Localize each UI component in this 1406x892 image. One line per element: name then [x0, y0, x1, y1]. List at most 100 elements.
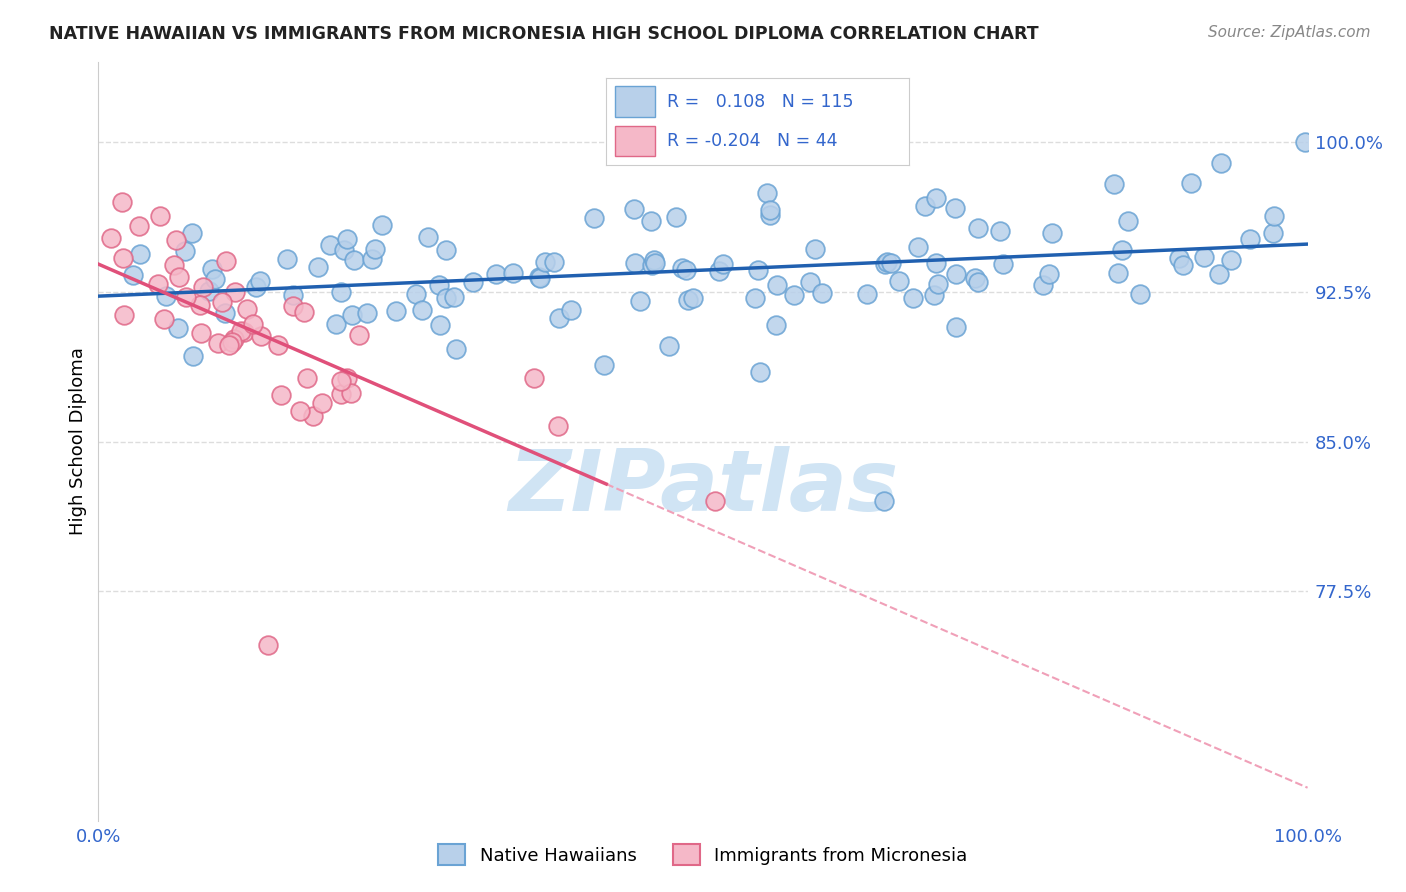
Point: [671, 261, 693, 276]
Point: [122, 268, 145, 283]
Point: [169, 269, 191, 284]
Point: [343, 253, 366, 268]
Point: [405, 287, 427, 301]
Text: Source: ZipAtlas.com: Source: ZipAtlas.com: [1208, 25, 1371, 40]
Point: [207, 336, 229, 351]
Point: [224, 285, 246, 299]
Point: [146, 277, 169, 291]
Point: [224, 332, 246, 346]
Point: [925, 256, 948, 270]
Point: [281, 299, 304, 313]
Point: [215, 253, 238, 268]
Point: [547, 418, 569, 433]
Point: [967, 220, 990, 235]
Point: [249, 274, 271, 288]
Point: [887, 274, 910, 288]
Point: [879, 256, 901, 270]
Point: [311, 395, 333, 409]
Point: [1116, 214, 1139, 228]
Point: [907, 239, 929, 253]
Point: [461, 275, 484, 289]
Point: [875, 257, 897, 271]
Point: [360, 252, 382, 267]
Point: [444, 343, 467, 357]
Point: [427, 278, 450, 293]
Point: [1263, 227, 1285, 241]
Point: [270, 387, 292, 401]
Point: [533, 255, 555, 269]
Point: [276, 252, 298, 267]
Point: [1167, 252, 1189, 266]
Point: [167, 321, 190, 335]
Point: [1180, 176, 1202, 190]
Point: [180, 227, 202, 241]
Point: [221, 334, 243, 349]
Point: [856, 286, 879, 301]
Point: [945, 267, 967, 281]
Point: [707, 264, 730, 278]
Point: [766, 278, 789, 293]
Point: [319, 238, 342, 252]
Point: [245, 280, 267, 294]
Text: ZIPatlas: ZIPatlas: [508, 445, 898, 529]
Point: [759, 202, 782, 217]
Point: [204, 272, 226, 286]
Point: [748, 365, 770, 379]
Point: [1192, 250, 1215, 264]
Point: [333, 244, 356, 258]
Point: [267, 338, 290, 352]
Point: [925, 191, 948, 205]
Point: [811, 285, 834, 300]
Point: [922, 288, 945, 302]
Point: [325, 317, 347, 331]
Point: [1040, 226, 1063, 240]
Point: [112, 251, 135, 265]
Point: [364, 242, 387, 256]
Point: [965, 271, 987, 285]
Point: [292, 305, 315, 319]
Point: [297, 371, 319, 385]
Point: [288, 404, 311, 418]
Point: [1208, 267, 1230, 281]
Point: [335, 371, 357, 385]
Point: [945, 320, 967, 334]
Point: [704, 494, 727, 508]
Point: [990, 224, 1012, 238]
Point: [229, 324, 252, 338]
Point: [233, 325, 256, 339]
Point: [236, 301, 259, 316]
Point: [1294, 135, 1316, 149]
Point: [1239, 232, 1261, 246]
Point: [903, 291, 925, 305]
Point: [174, 290, 197, 304]
Point: [214, 306, 236, 320]
Point: [443, 290, 465, 304]
Point: [593, 358, 616, 372]
Point: [744, 291, 766, 305]
Point: [190, 326, 212, 340]
Point: [1129, 287, 1152, 301]
Point: [283, 288, 305, 302]
Point: [181, 349, 204, 363]
Point: [242, 317, 264, 331]
Point: [1102, 178, 1125, 192]
Point: [782, 287, 804, 301]
Point: [765, 318, 787, 333]
Point: [914, 199, 936, 213]
Point: [340, 386, 363, 401]
Point: [249, 328, 271, 343]
Point: [675, 263, 697, 277]
Point: [340, 308, 363, 322]
Point: [256, 638, 278, 652]
Point: [711, 257, 734, 271]
Y-axis label: High School Diploma: High School Diploma: [69, 348, 87, 535]
Point: [347, 328, 370, 343]
Point: [100, 230, 122, 244]
Point: [1038, 268, 1060, 282]
Point: [1209, 156, 1232, 170]
Point: [302, 409, 325, 424]
Point: [644, 256, 666, 270]
Point: [560, 303, 582, 318]
Point: [356, 306, 378, 320]
Point: [927, 277, 949, 291]
